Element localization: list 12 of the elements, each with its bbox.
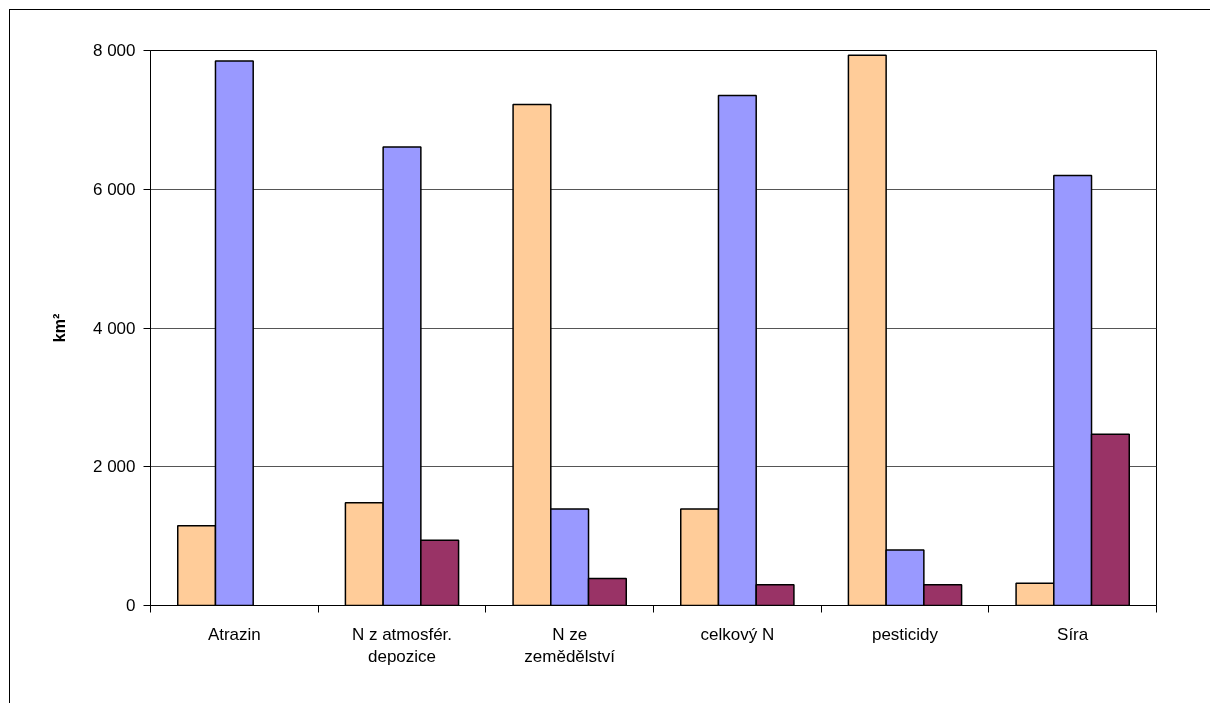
- x-tick-label: N ze zemědělství: [524, 624, 616, 667]
- y-tick-label: 4 000: [92, 318, 136, 338]
- x-tick-label: Síra: [1057, 624, 1089, 644]
- x-tick-label: celkový N: [700, 624, 775, 644]
- y-axis-title: km²: [50, 313, 68, 343]
- x-tick-label: Atrazin: [207, 624, 261, 644]
- x-tick-label: N z atmosfér. depozice: [351, 624, 453, 667]
- y-tick-label: 2 000: [92, 457, 136, 477]
- y-tick-label: 8 000: [92, 41, 136, 60]
- y-tick-label: 0: [126, 596, 136, 615]
- x-tick-label: pesticidy: [871, 624, 939, 644]
- y-tick-label: 6 000: [92, 179, 136, 199]
